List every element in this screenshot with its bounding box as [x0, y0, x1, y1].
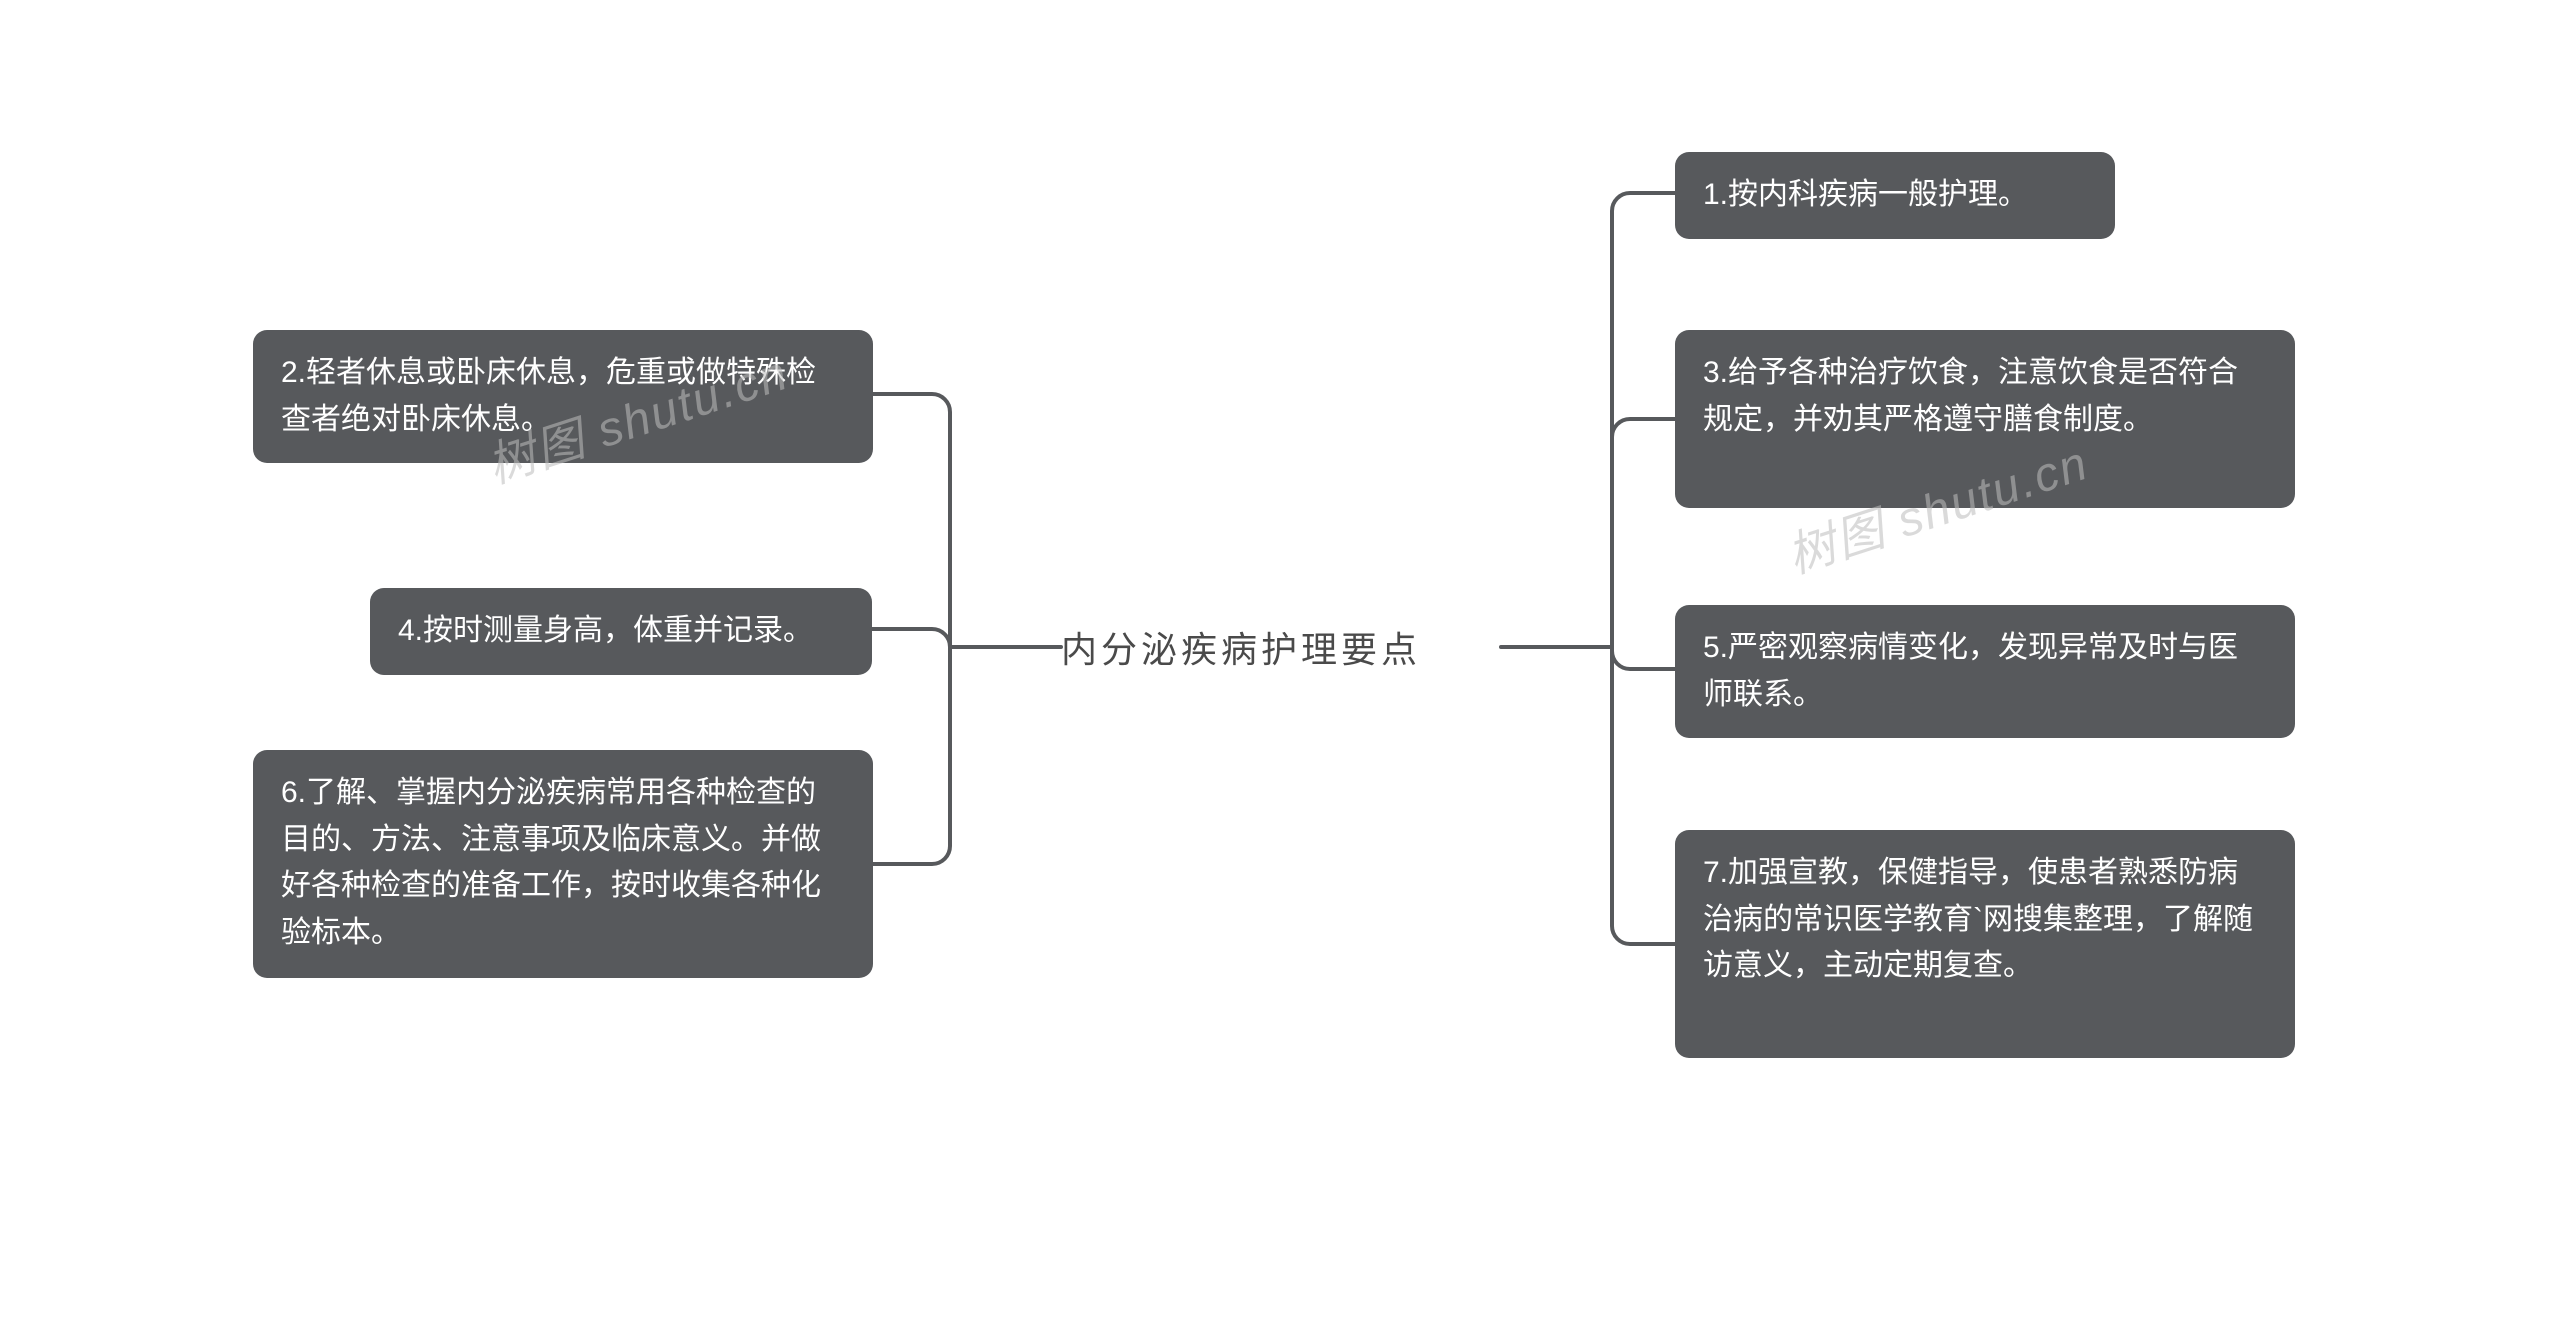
right-node-3: 3.给予各种治疗饮食，注意饮食是否符合规定，并劝其严格遵守膳食制度。	[1675, 330, 2295, 508]
mindmap-canvas: 内分泌疾病护理要点 2.轻者休息或卧床休息，危重或做特殊检查者绝对卧床休息。 4…	[0, 0, 2560, 1326]
center-node: 内分泌疾病护理要点	[1061, 622, 1501, 678]
left-node-4: 4.按时测量身高，体重并记录。	[370, 588, 872, 675]
right-node-7: 7.加强宣教，保健指导，使患者熟悉防病治病的常识医学教育`网搜集整理，了解随访意…	[1675, 830, 2295, 1058]
left-node-2: 2.轻者休息或卧床休息，危重或做特殊检查者绝对卧床休息。	[253, 330, 873, 463]
left-node-6: 6.了解、掌握内分泌疾病常用各种检查的目的、方法、注意事项及临床意义。并做好各种…	[253, 750, 873, 978]
right-node-5: 5.严密观察病情变化，发现异常及时与医师联系。	[1675, 605, 2295, 738]
right-node-1: 1.按内科疾病一般护理。	[1675, 152, 2115, 239]
